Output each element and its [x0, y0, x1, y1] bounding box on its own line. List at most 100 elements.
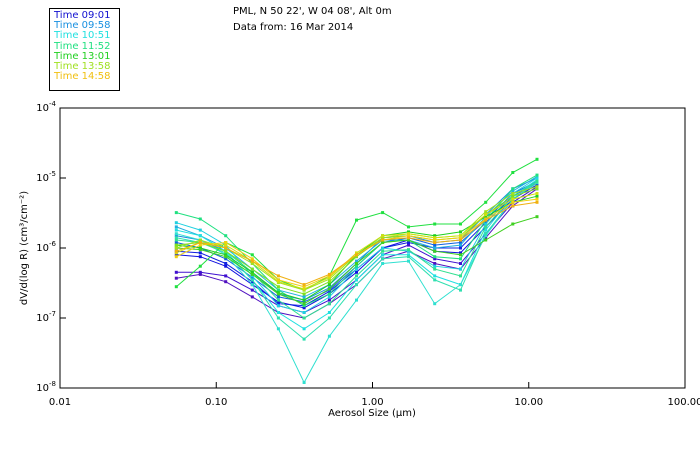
data-point — [174, 249, 178, 253]
data-point — [459, 222, 462, 226]
data-point — [302, 327, 306, 331]
tick-layer: 0.01 0.10 1.00 10.00 100.00 10-8 10-7 10-6 10-5 1… — [36, 100, 700, 408]
x-axis-label: Aerosol Size (μm) — [328, 408, 416, 419]
data-point — [302, 337, 306, 341]
data-point — [433, 236, 437, 240]
data-point — [224, 262, 228, 265]
data-point — [535, 181, 539, 185]
data-point — [276, 304, 280, 308]
data-point — [355, 264, 358, 268]
data-point — [355, 262, 358, 265]
data-point — [407, 259, 410, 263]
data-point — [459, 257, 462, 261]
data-point — [433, 267, 437, 271]
data-point — [511, 222, 515, 226]
data-point — [327, 292, 331, 296]
data-point — [407, 249, 410, 253]
data-point — [407, 243, 410, 247]
data-point — [198, 248, 202, 252]
data-point — [174, 251, 178, 255]
data-point — [535, 185, 539, 189]
x-tick-label: 0.01 — [49, 397, 71, 408]
chart-header: PML, N 50 22', W 04 08', Alt 0m Data fro… — [233, 4, 392, 36]
data-point — [250, 288, 254, 292]
legend-item: Time 13:58 — [54, 61, 111, 73]
data-point — [459, 243, 462, 247]
data-point — [276, 295, 280, 299]
y-tick-label: 10-6 — [36, 240, 56, 254]
data-point — [198, 217, 202, 221]
data-point — [459, 238, 462, 242]
data-point — [198, 264, 202, 268]
data-point — [198, 246, 202, 250]
data-point — [459, 236, 462, 240]
data-point — [302, 300, 306, 304]
data-point — [355, 278, 358, 282]
data-point — [174, 221, 178, 225]
data-point — [433, 255, 437, 259]
data-point — [407, 248, 410, 252]
data-point — [535, 157, 539, 161]
data-point — [174, 238, 178, 242]
data-point — [381, 234, 385, 238]
data-point — [302, 306, 306, 310]
data-point — [250, 267, 254, 271]
data-point — [381, 253, 385, 257]
data-point — [198, 238, 202, 242]
data-point — [484, 215, 488, 219]
y-tick-label: 10-7 — [36, 310, 56, 324]
data-point — [433, 274, 437, 278]
data-point — [302, 295, 306, 299]
data-point — [327, 311, 331, 314]
data-point — [355, 267, 358, 271]
data-point — [433, 241, 437, 244]
data-point — [433, 222, 437, 226]
data-point — [250, 259, 254, 263]
data-point — [302, 298, 306, 302]
data-point — [433, 262, 437, 265]
data-point — [276, 302, 280, 306]
data-point — [174, 211, 178, 215]
data-point — [484, 218, 488, 222]
series-line — [176, 180, 538, 384]
data-point — [484, 225, 488, 229]
data-point — [355, 218, 358, 222]
data-point — [484, 236, 488, 240]
data-point — [511, 194, 515, 198]
x-tick-label: 100.00 — [668, 397, 700, 408]
data-point — [459, 267, 462, 271]
data-point — [327, 302, 331, 306]
data-point — [381, 257, 385, 261]
data-point — [276, 280, 280, 284]
data-point — [250, 272, 254, 276]
data-point — [224, 264, 228, 268]
series-line — [176, 180, 538, 319]
data-point — [433, 257, 437, 261]
data-point — [276, 292, 280, 296]
data-point — [174, 276, 178, 280]
data-point — [535, 194, 539, 198]
data-point — [355, 251, 358, 255]
data-point — [174, 241, 178, 244]
data-point — [224, 241, 228, 244]
data-point — [407, 230, 410, 234]
data-point — [198, 228, 202, 232]
data-point — [381, 246, 385, 250]
data-point — [302, 311, 306, 314]
data-point — [484, 200, 488, 204]
data-point — [302, 316, 306, 320]
data-point — [174, 236, 178, 240]
data-point — [407, 236, 410, 240]
data-point — [250, 257, 254, 261]
data-point — [302, 302, 306, 306]
series-s10 — [174, 179, 539, 384]
data-point — [327, 277, 331, 281]
data-point — [535, 183, 539, 187]
data-point — [224, 257, 228, 261]
legend-item: Time 11:52 — [54, 40, 111, 52]
data-point — [433, 278, 437, 282]
data-point — [327, 298, 331, 302]
data-point — [407, 225, 410, 229]
data-point — [174, 232, 178, 236]
